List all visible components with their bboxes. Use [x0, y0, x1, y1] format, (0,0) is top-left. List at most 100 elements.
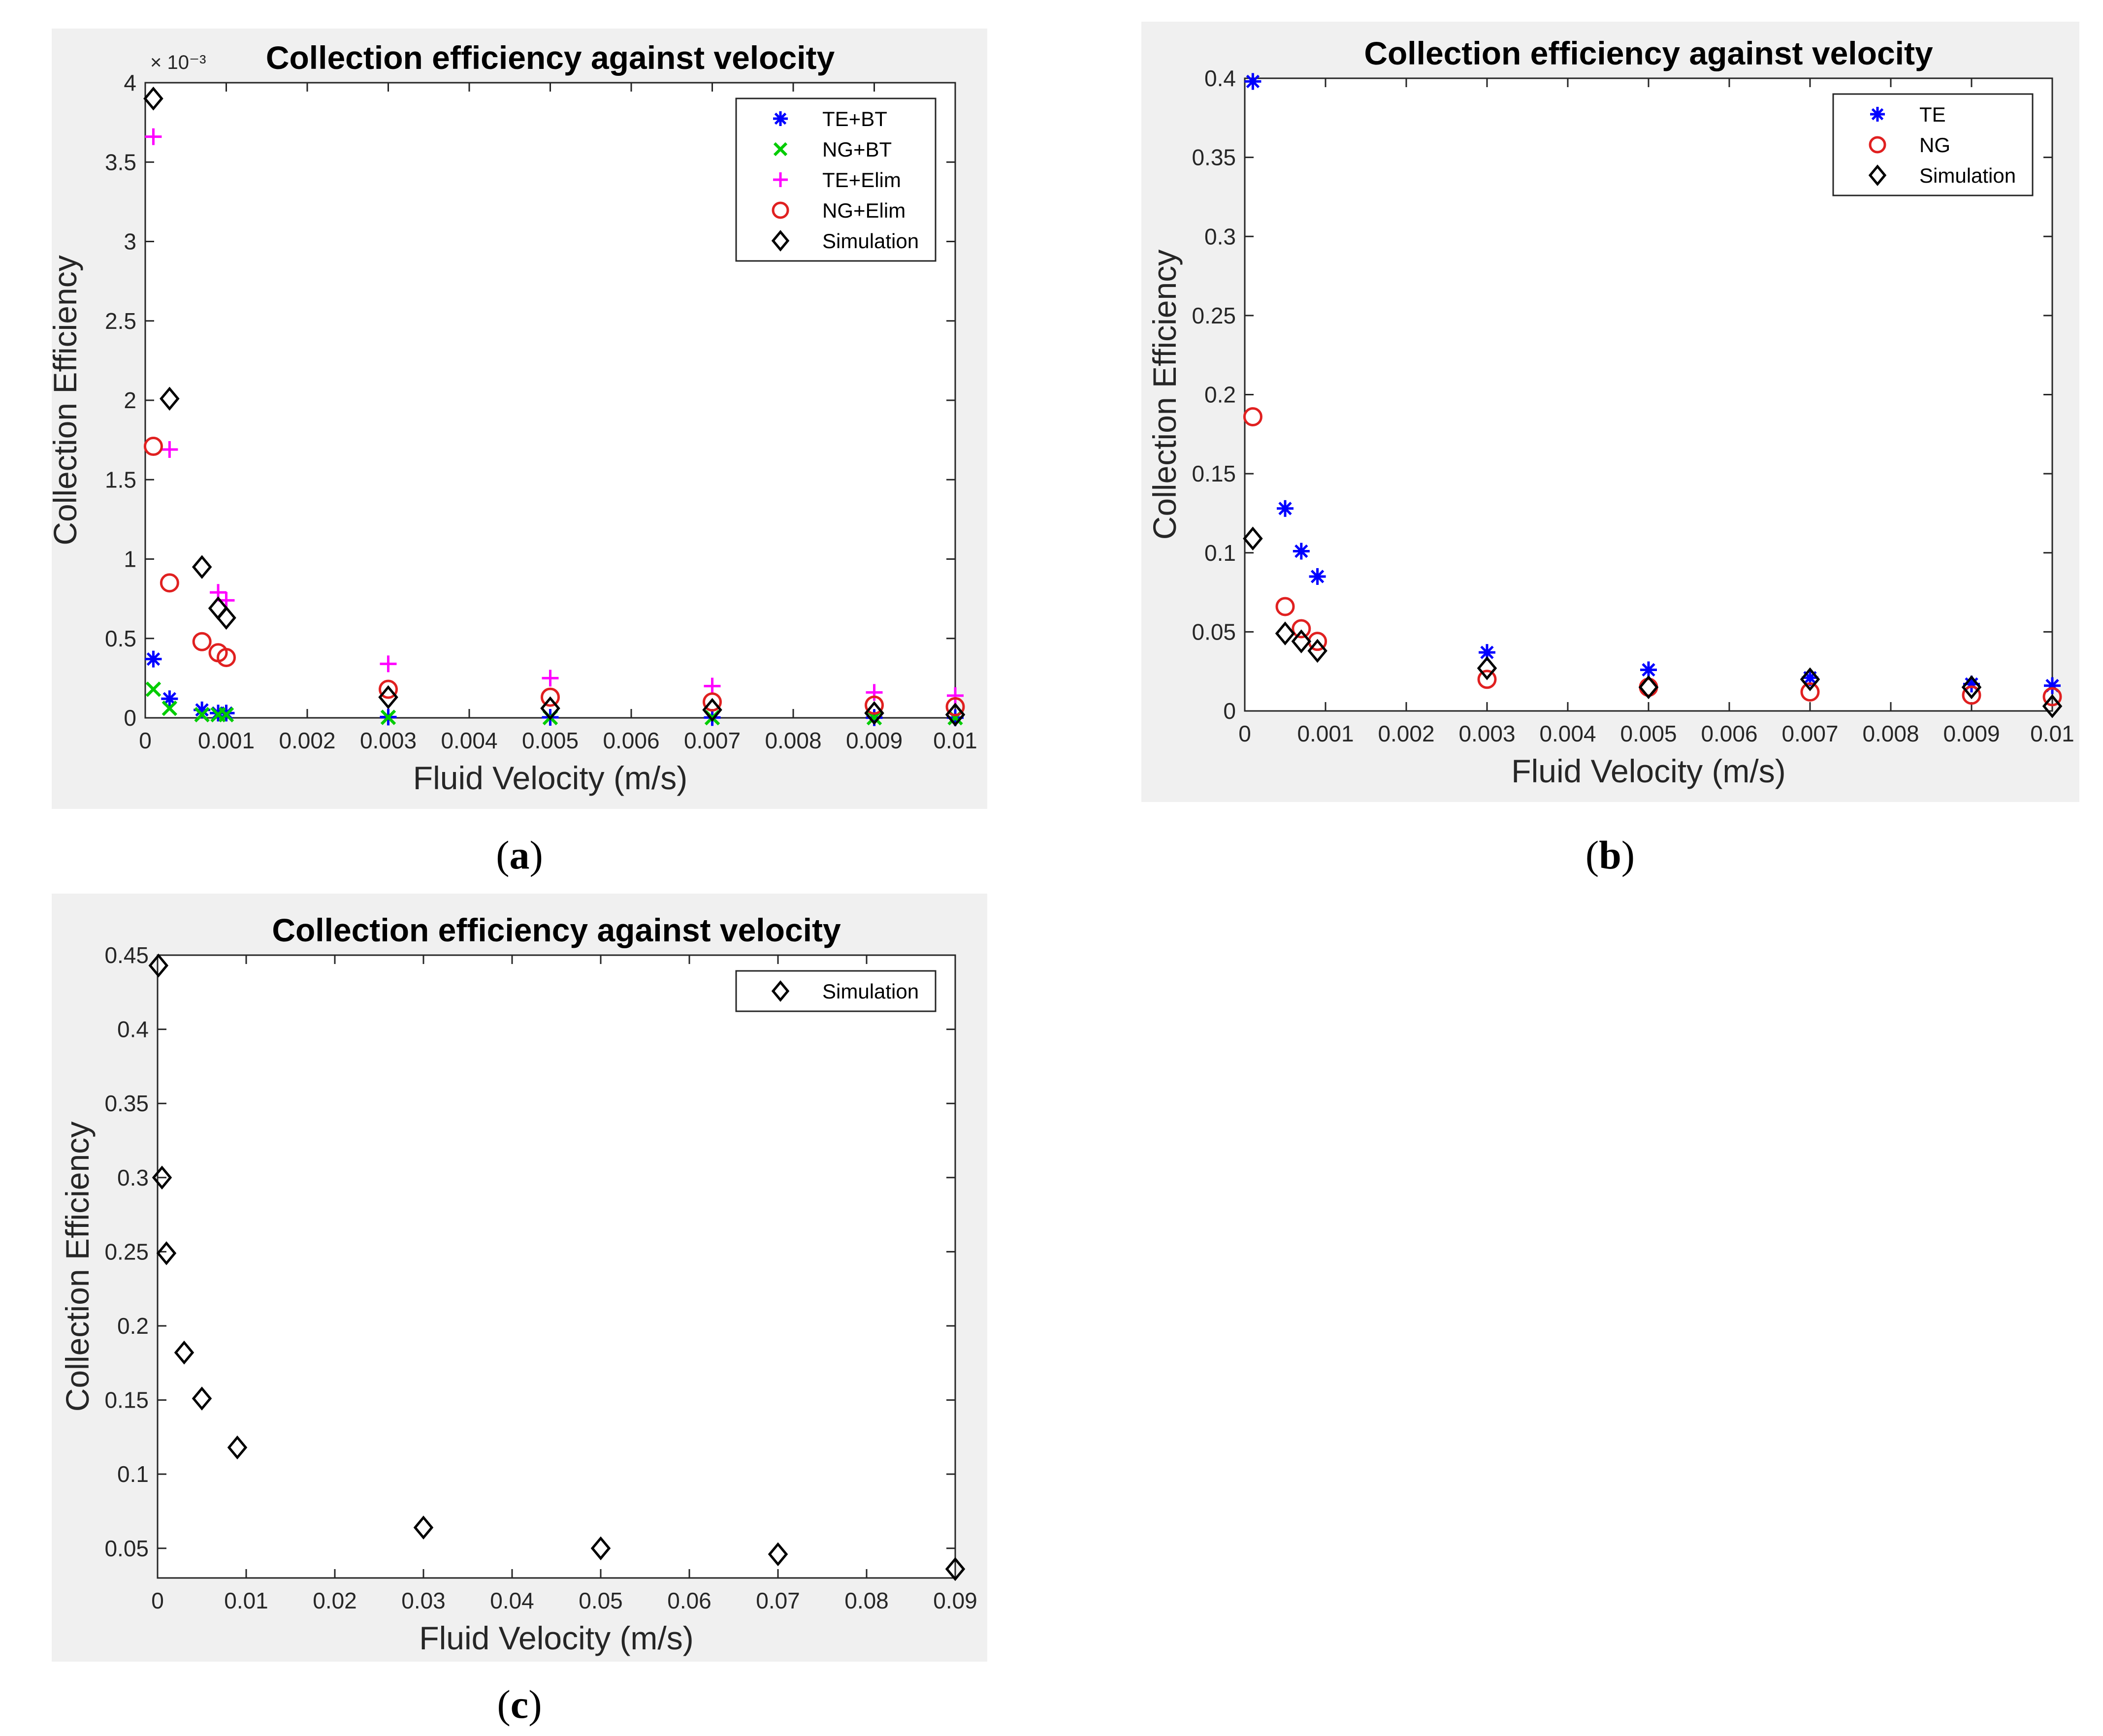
data-point	[1291, 629, 1312, 653]
data-point	[1293, 543, 1310, 560]
data-point	[1275, 597, 1295, 616]
x-tick-label: 0.009	[1943, 721, 2000, 746]
legend-marker	[1868, 164, 1887, 186]
y-tick-label: 0.25	[1192, 303, 1236, 328]
legend-marker	[773, 111, 788, 126]
data-point	[192, 632, 212, 651]
legend-box	[735, 970, 937, 1012]
legend-label: Simulation	[822, 980, 919, 1003]
legend-marker	[771, 980, 790, 1002]
y-tick-label: 0.35	[1192, 145, 1236, 170]
chart-title: Collection efficiency against velocity	[272, 912, 841, 948]
x-tick-label: 0.004	[1539, 721, 1596, 746]
data-point	[1800, 667, 1820, 692]
y-tick-label: 0.15	[1192, 461, 1236, 486]
y-tick-label: 1	[124, 547, 136, 572]
data-point	[160, 573, 179, 593]
x-axis-label: Fluid Velocity (m/s)	[419, 1620, 693, 1656]
x-tick-label: 0	[151, 1588, 164, 1613]
data-point	[945, 1557, 966, 1581]
data-point	[1800, 682, 1820, 702]
data-point	[1640, 661, 1657, 678]
x-tick-label: 0.003	[1458, 721, 1515, 746]
caption-a: (a)	[496, 833, 543, 877]
data-point	[1275, 621, 1295, 645]
data-point	[590, 1536, 611, 1561]
data-point	[145, 681, 162, 697]
data-point	[2042, 687, 2062, 707]
data-point	[413, 1515, 434, 1540]
data-point	[866, 684, 883, 701]
data-point	[152, 1165, 172, 1190]
y-tick-label: 0.4	[117, 1017, 149, 1042]
data-point	[542, 670, 559, 687]
chart-panel-b: Collection efficiency against velocity 0 0…	[1141, 22, 2079, 802]
y-tick-label: 2	[124, 387, 136, 413]
data-point	[945, 703, 966, 727]
data-point	[160, 386, 180, 411]
y-tick-label: 0.3	[1204, 224, 1236, 249]
legend-marker	[773, 142, 788, 157]
legend-marker	[1870, 107, 1885, 122]
data-point	[1477, 656, 1497, 680]
legend-label: TE	[1919, 103, 1946, 126]
series-ng-elim	[143, 437, 965, 716]
y-tick-label: 0.5	[105, 626, 136, 651]
data-point	[702, 698, 722, 722]
x-tick-label: 0.003	[360, 728, 417, 753]
x-tick-label: 0.04	[490, 1588, 534, 1613]
y-tick-label: 0.05	[104, 1536, 149, 1561]
legend-box	[1832, 93, 2034, 196]
data-point	[379, 679, 398, 699]
chart-panel-a: Collection efficiency against velocity × …	[52, 29, 987, 809]
data-point	[1243, 407, 1262, 426]
data-point	[945, 697, 965, 716]
data-point	[947, 687, 964, 704]
series-simulation	[143, 86, 966, 727]
data-point	[1309, 568, 1326, 585]
data-point	[218, 707, 234, 723]
x-tick-label: 0.01	[2030, 721, 2074, 746]
x-tick-label: 0.004	[441, 728, 497, 753]
caption-b: (b)	[1585, 833, 1635, 877]
x-tick-label: 0.009	[846, 728, 903, 753]
legend-label: NG	[1919, 133, 1950, 157]
x-axis-label: Fluid Velocity (m/s)	[1511, 753, 1785, 789]
y-multiplier: × 10⁻³	[150, 52, 206, 73]
y-tick-label: 3	[124, 229, 136, 255]
x-tick-label: 0	[1238, 721, 1251, 746]
x-tick-label: 0.05	[579, 1588, 623, 1613]
data-point	[192, 1386, 212, 1411]
chart-a: Collection efficiency against velocity × …	[52, 39, 977, 796]
data-point	[192, 555, 212, 579]
data-point	[143, 86, 163, 111]
y-tick-label: 0	[1223, 698, 1236, 724]
x-tick-label: 0.001	[1297, 721, 1354, 746]
x-tick-label: 0.007	[684, 728, 741, 753]
data-point	[864, 701, 884, 725]
data-point	[540, 696, 560, 720]
data-point	[1962, 685, 1981, 705]
data-point	[1307, 639, 1327, 663]
data-point	[704, 677, 721, 695]
chart-title: Collection efficiency against velocity	[266, 39, 835, 76]
data-point	[162, 700, 178, 716]
legend-marker	[773, 172, 788, 187]
data-point	[378, 685, 398, 709]
x-tick-label: 0	[139, 728, 152, 753]
caption-c: (c)	[497, 1682, 542, 1727]
x-tick-label: 0.006	[603, 728, 659, 753]
x-tick-label: 0.07	[756, 1588, 800, 1613]
y-tick-label: 0.2	[117, 1313, 149, 1339]
y-axis-label: Collection Efficiency	[52, 255, 83, 545]
data-point	[1292, 619, 1311, 639]
x-tick-label: 0.006	[1701, 721, 1757, 746]
plot-area	[157, 954, 956, 1579]
x-tick-label: 0.08	[844, 1588, 889, 1613]
data-point	[148, 953, 169, 978]
x-axis-label: Fluid Velocity (m/s)	[413, 760, 687, 796]
y-tick-label: 0.05	[1192, 619, 1236, 644]
series-simulation	[1243, 526, 2063, 718]
data-point	[1961, 675, 1982, 700]
y-tick-label: 0.25	[104, 1239, 149, 1264]
